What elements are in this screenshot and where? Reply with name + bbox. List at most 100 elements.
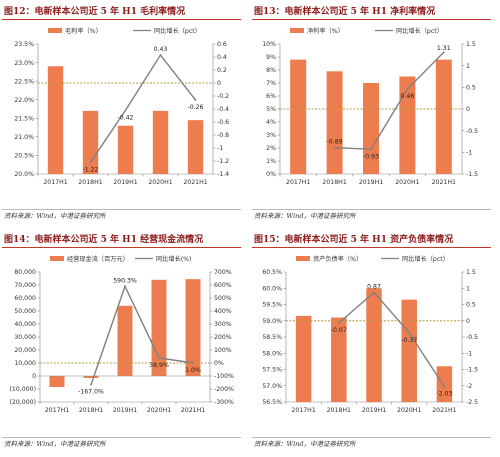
bar — [435, 59, 452, 174]
left-tick-label: 20,000 — [14, 347, 36, 354]
source-divider — [252, 209, 491, 210]
bar — [436, 366, 453, 402]
legend-line-label: 同比增长（pct） — [402, 255, 449, 263]
right-tick-label: -1 — [466, 150, 472, 157]
left-tick-label: 23.0% — [14, 60, 34, 67]
left-tick-label: 30,000 — [14, 334, 36, 341]
right-tick-label: 0% — [214, 360, 224, 367]
source-note: 资料来源：Wind，中港证券研究所 — [4, 212, 106, 220]
right-tick-label: -1 — [466, 350, 472, 357]
growth-data-label: -0.26 — [187, 104, 203, 111]
right-tick-label: -1.5 — [466, 171, 478, 178]
legend-line-label: 同比增长(%) — [156, 255, 191, 263]
right-tick-label: 0.4 — [217, 54, 227, 61]
left-tick-label: 58.5% — [262, 334, 282, 341]
growth-data-label: 0.46 — [401, 93, 415, 100]
x-tick-label: 2021H1 — [432, 179, 456, 186]
x-tick-label: 2018H1 — [79, 407, 103, 414]
legend-bar-swatch — [50, 256, 64, 261]
right-tick-label: 0.2 — [217, 67, 227, 74]
bar — [47, 66, 64, 174]
right-tick-label: 0 — [466, 106, 470, 113]
bar — [331, 317, 347, 402]
right-tick-label: 1.5 — [466, 41, 476, 48]
growth-point — [333, 146, 336, 149]
bar — [83, 376, 99, 378]
growth-point — [406, 88, 409, 90]
left-tick-label: 5% — [266, 106, 276, 113]
x-tick-label: 2020H1 — [147, 407, 171, 414]
chart-title: 图15：电新样本公司近 5 年 H1 资产负债率情况 — [254, 235, 454, 245]
source-divider — [252, 437, 491, 438]
left-tick-label: 40,000 — [14, 321, 36, 328]
right-tick-label: 0 — [466, 318, 470, 325]
source-note: 资料来源：Wind，中港证券研究所 — [254, 212, 356, 220]
x-tick-label: 2019H1 — [359, 179, 383, 186]
left-tick-label: 60,000 — [14, 295, 36, 302]
legend-bar-label: 净利率（%） — [307, 27, 344, 35]
growth-data-label: -0.07 — [331, 327, 347, 334]
bar — [185, 279, 201, 376]
source-divider — [2, 437, 241, 438]
legend-line-label: 同比增长（pct） — [154, 27, 201, 35]
right-tick-label: -2 — [466, 383, 472, 390]
x-tick-label: 2018H1 — [78, 179, 102, 186]
right-tick-label: 1.5 — [466, 269, 476, 276]
growth-point — [442, 51, 445, 54]
right-tick-label: -0.5 — [466, 334, 478, 341]
legend-bar-label: 毛利率（%） — [65, 27, 102, 35]
right-tick-label: 1 — [466, 285, 470, 292]
growth-point — [194, 99, 197, 101]
left-tick-label: 3% — [266, 132, 276, 139]
right-tick-label: 200% — [214, 334, 232, 341]
left-tick-label: 4% — [266, 119, 276, 126]
left-tick-label: 10% — [262, 41, 276, 48]
left-tick-label: 10,000 — [14, 360, 36, 367]
growth-point — [90, 383, 92, 386]
left-tick-label: 6% — [266, 93, 276, 100]
x-tick-label: 2021H1 — [181, 407, 205, 414]
legend-bar-label: 经营现金流（百万元） — [67, 255, 129, 263]
growth-point — [158, 357, 160, 359]
x-tick-label: 2018H1 — [322, 179, 346, 186]
x-tick-label: 2017H1 — [286, 179, 310, 186]
right-tick-label: -300% — [214, 399, 234, 406]
left-tick-label: 9% — [266, 54, 276, 61]
growth-data-label: -0.93 — [363, 153, 379, 160]
chart-debt-ratio: 资产负债率（%） 同比增长（pct） 56.5% 57.0% 57.5% 58.0% 58.… — [262, 255, 478, 414]
chart-panel-gross-margin: 图12：电新样本公司近 5 年 H1 毛利率情况 毛利率（%） 同比增长（pct）… — [0, 0, 245, 228]
x-tick-label: 2019H1 — [113, 179, 137, 186]
right-tick-label: -0.4 — [217, 106, 229, 113]
right-tick-label: -0.6 — [217, 119, 229, 126]
chart-panel-net-margin: 图13：电新样本公司近 5 年 H1 净利率情况 净利率（%） 同比增长（pct）… — [250, 0, 495, 228]
bar — [295, 315, 312, 402]
bar — [152, 110, 169, 174]
x-tick-label: 2021H1 — [432, 407, 456, 414]
growth-point — [124, 109, 127, 112]
chart-panel-debt-ratio: 图15：电新样本公司近 5 年 H1 资产负债率情况 资产负债率（%） 同比增长（… — [250, 228, 495, 456]
bar — [362, 83, 380, 174]
right-tick-label: 300% — [214, 321, 232, 328]
right-tick-label: 100% — [214, 347, 232, 354]
left-tick-label: (10,000) — [10, 386, 36, 393]
right-tick-label: -0.8 — [217, 132, 229, 139]
source-note: 资料来源：Wind，中港证券研究所 — [4, 440, 106, 448]
growth-point — [373, 291, 375, 294]
legend-line-label: 同比增长（pct） — [396, 27, 443, 35]
growth-point — [124, 285, 126, 288]
left-tick-label: 56.5% — [262, 399, 282, 406]
growth-data-label: 1.31 — [437, 45, 451, 52]
source-divider — [2, 209, 241, 210]
left-tick-label: 59.5% — [262, 302, 282, 309]
left-tick-label: 2% — [266, 145, 276, 152]
left-tick-label: 57.5% — [262, 367, 282, 374]
growth-data-label: -1.22 — [82, 166, 98, 173]
x-tick-label: 2018H1 — [327, 407, 351, 414]
bar — [290, 59, 307, 174]
left-tick-label: 23.5% — [14, 41, 34, 48]
right-tick-label: 0.5 — [466, 85, 476, 92]
left-tick-label: 22.5% — [14, 78, 34, 85]
right-tick-label: 0.6 — [217, 41, 227, 48]
x-tick-label: 2019H1 — [113, 407, 137, 414]
chart-gross-margin: 毛利率（%） 同比增长（pct） 20.0% 20.5% 21.0% 21.5% 22.0%… — [14, 27, 229, 186]
